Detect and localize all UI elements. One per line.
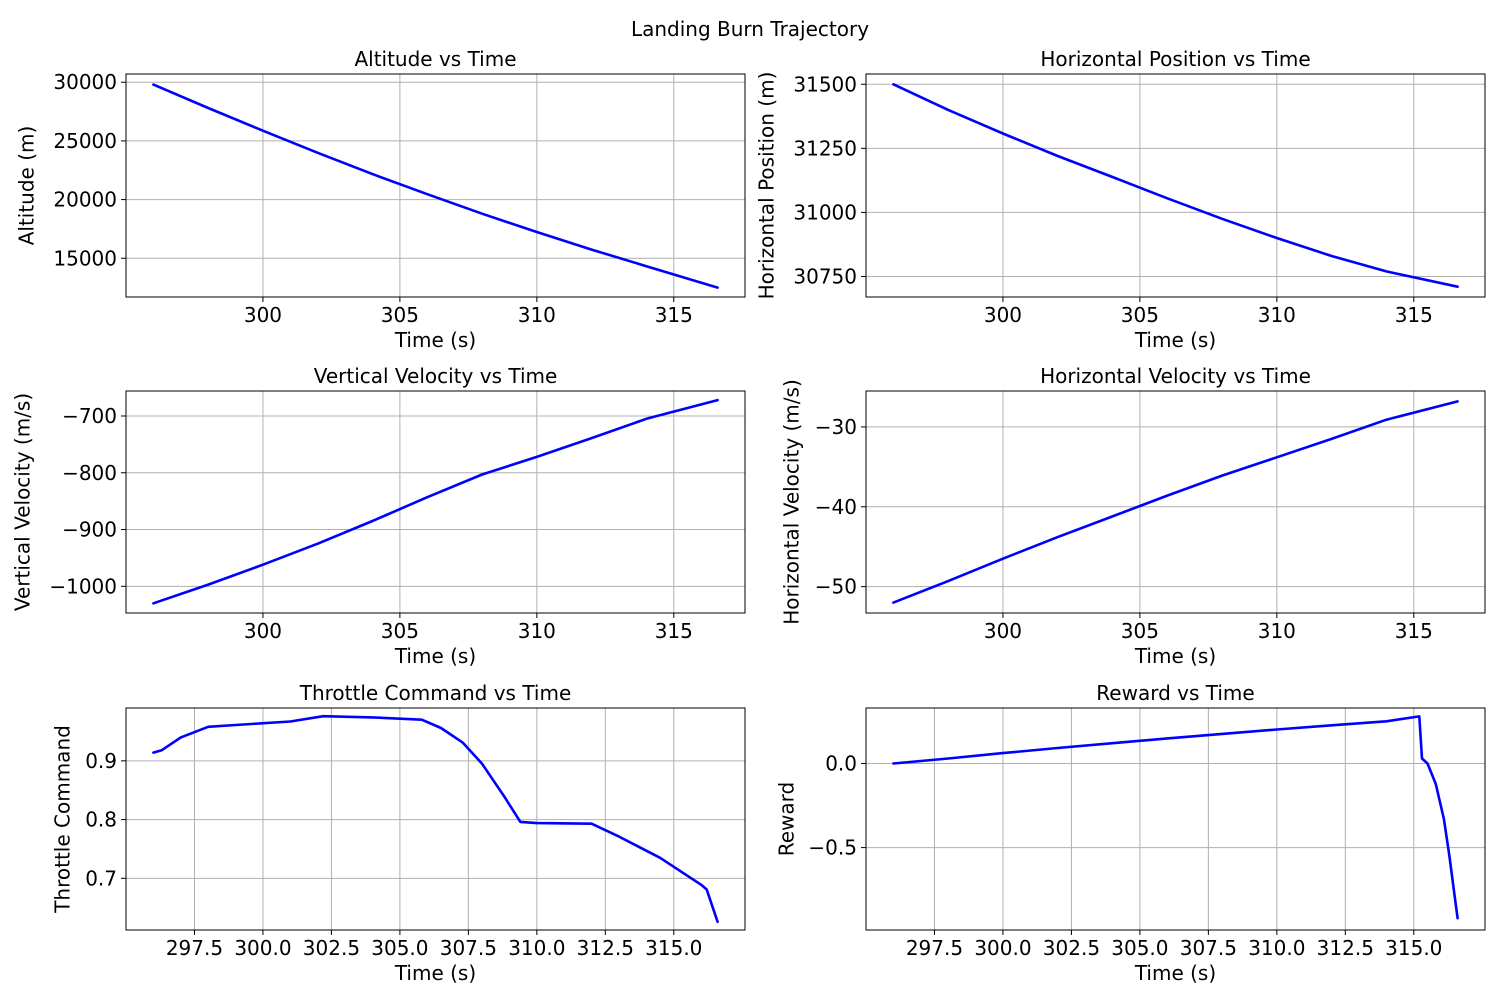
y-tick-label: −800 [62,461,117,485]
y-tick-label: 0.0 [825,752,857,776]
y-tick-label: 20000 [53,188,117,212]
y-tick-label: −0.5 [808,836,857,860]
subplot-title: Throttle Command vs Time [299,681,572,705]
x-tick-label: 307.5 [1180,936,1237,960]
figure-title: Landing Burn Trajectory [631,17,869,41]
y-tick-label: 15000 [53,246,117,270]
axes-frame [865,707,1486,931]
axes-frame [125,707,746,931]
subplot-title: Reward vs Time [1096,681,1254,705]
y-tick-label: −900 [62,518,117,542]
x-tick-label: 310 [518,619,556,643]
subplot-1: 300 305 310 315 15000 20000 25000 30000 Altitude… [15,47,746,352]
x-tick-label: 315 [1395,619,1433,643]
y-tick-label: 0.8 [85,808,117,832]
x-tick-label: 315 [1395,303,1433,327]
x-tick-label: 315 [655,619,693,643]
y-axis-label: Horizontal Position (m) [755,72,779,300]
y-tick-label: 31500 [793,72,857,96]
x-tick-label: 300 [984,303,1022,327]
subplot-3: 300 305 310 315 −1000 −900 −800 −700 Vertical Ve… [11,364,746,668]
x-tick-label: 315.0 [645,936,702,960]
series-line [152,398,719,605]
x-tick-label: 310.0 [1248,936,1305,960]
y-tick-label: −700 [62,404,117,428]
x-axis-label: Time (s) [394,328,476,352]
series-line [152,714,719,924]
subplot-title: Altitude vs Time [354,47,516,71]
x-tick-label: 315 [655,303,693,327]
series-line [892,715,1459,920]
x-tick-label: 297.5 [906,936,963,960]
series-line [892,400,1459,604]
y-tick-label: −1000 [49,574,117,598]
y-axis-label: Throttle Command [51,725,75,914]
x-tick-label: 305 [381,619,419,643]
y-tick-label: −40 [815,495,857,519]
subplot-2: 300 305 310 315 30750 31000 31250 31500 Horizont… [755,47,1486,352]
x-tick-label: 300.0 [974,936,1031,960]
x-tick-label: 300.0 [234,936,291,960]
y-tick-label: −50 [815,575,857,599]
x-tick-label: 310 [518,303,556,327]
subplot-title: Vertical Velocity vs Time [314,364,558,388]
subplot-5: 297.5 300.0 302.5 305.0 307.5 310.0 312.5 315.0… [51,681,746,985]
x-tick-label: 305.0 [1111,936,1168,960]
y-tick-label: 0.7 [85,866,117,890]
x-tick-label: 315.0 [1385,936,1442,960]
subplot-6: 297.5 300.0 302.5 305.0 307.5 310.0 312.5 315.0… [775,681,1486,985]
axes-frame [125,390,746,614]
x-tick-label: 302.5 [303,936,360,960]
x-tick-label: 305 [1121,303,1159,327]
x-tick-label: 302.5 [1043,936,1100,960]
x-tick-label: 305 [1121,619,1159,643]
y-axis-label: Altitude (m) [15,126,39,246]
subplot-title: Horizontal Velocity vs Time [1040,364,1311,388]
x-tick-label: 312.5 [1317,936,1374,960]
y-axis-label: Horizontal Velocity (m/s) [780,379,804,625]
x-tick-label: 300 [244,303,282,327]
axes-frame [865,73,1486,298]
x-tick-label: 305 [381,303,419,327]
y-axis-label: Reward [775,782,799,856]
x-tick-label: 310 [1258,619,1296,643]
series-line [152,83,719,289]
axes-frame [125,73,746,298]
x-tick-label: 300 [244,619,282,643]
subplot-4: 300 305 310 315 −50 −40 −30 Horizontal Velocity… [780,364,1486,668]
series-line [892,83,1459,289]
y-axis-label: Vertical Velocity (m/s) [11,393,35,611]
x-axis-label: Time (s) [1134,644,1216,668]
x-axis-label: Time (s) [394,961,476,985]
x-tick-label: 312.5 [577,936,634,960]
x-axis-label: Time (s) [1134,961,1216,985]
x-tick-label: 310.0 [508,936,565,960]
y-tick-label: 25000 [53,129,117,153]
subplot-title: Horizontal Position vs Time [1040,47,1310,71]
x-tick-label: 305.0 [371,936,428,960]
x-tick-label: 297.5 [166,936,223,960]
y-tick-label: 30000 [53,70,117,94]
x-tick-label: 307.5 [440,936,497,960]
subplots: 300 305 310 315 15000 20000 25000 30000 Altitude… [11,47,1486,985]
y-tick-label: 31250 [793,136,857,160]
y-tick-label: 0.9 [85,749,117,773]
axes-frame [865,390,1486,614]
y-tick-label: 31000 [793,200,857,224]
x-axis-label: Time (s) [1134,328,1216,352]
y-tick-label: 30750 [793,264,857,288]
x-tick-label: 310 [1258,303,1296,327]
y-tick-label: −30 [815,415,857,439]
x-axis-label: Time (s) [394,644,476,668]
x-tick-label: 300 [984,619,1022,643]
